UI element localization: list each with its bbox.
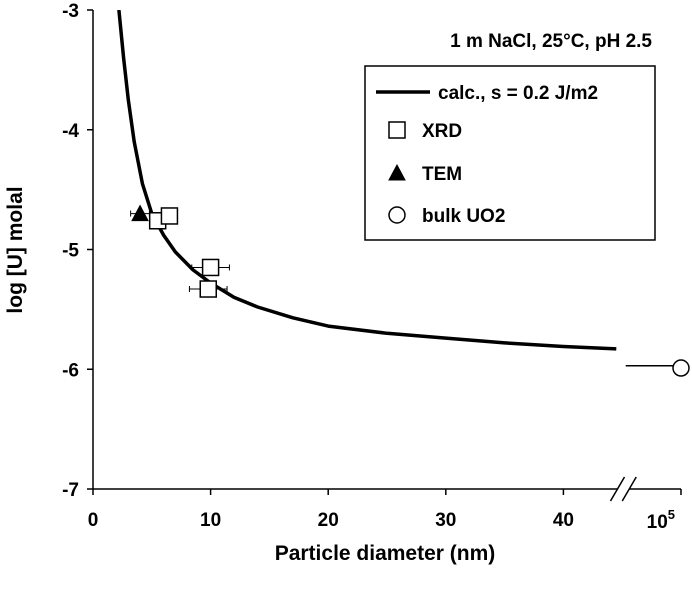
x-axis-break-mark [609,476,626,502]
xrd-point [160,207,179,225]
x-tick-label: 30 [435,510,456,531]
x-break-tick-label: 105 [647,507,675,533]
y-tick-label: -3 [62,1,79,22]
legend-label: XRD [422,121,462,142]
x-tick-label: 40 [553,510,574,531]
plot-layer [117,10,690,377]
bulk-uo2-point [672,359,690,377]
legend-label: bulk UO2 [422,206,505,227]
y-tick-label: -7 [62,480,79,501]
legend: calc., s = 0.2 J/m2 XRD TEM bulk UO2 [364,65,656,241]
xrd-point [199,280,217,298]
legend-swatch-tem [388,163,406,181]
xrd-point [201,258,220,277]
x-tick-label: 10 [200,510,221,531]
legend-swatch-xrd [388,121,406,139]
x-tick-label: 20 [318,510,339,531]
legend-box [364,65,656,241]
x-tick-label: 0 [88,510,99,531]
x-break-tick-exponent: 5 [668,507,675,522]
legend-label: TEM [422,164,462,185]
y-tick-label: -4 [62,121,79,142]
chart-annotation: 1 m NaCl, 25°C, pH 2.5 [450,31,652,52]
y-axis-title: log [U] molal [4,186,27,313]
x-axis-title: Particle diameter (nm) [275,542,496,565]
y-tick-label: -5 [62,241,79,262]
axis-layer: -3 -4 -5 -6 -7 0 10 20 30 40 [62,1,682,531]
y-tick-label: -6 [62,360,79,381]
x-axis-break-mark [621,476,637,502]
tem-point [131,204,149,222]
legend-label: calc., s = 0.2 J/m2 [438,83,598,104]
legend-swatch-bulk-uo2 [388,206,406,224]
